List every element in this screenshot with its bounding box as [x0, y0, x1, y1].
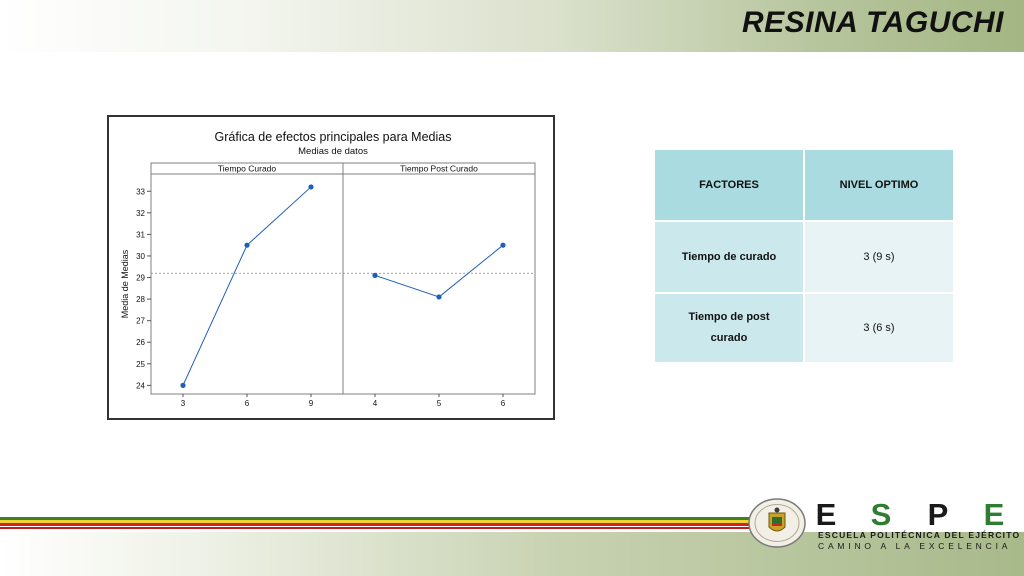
panel-label: Tiempo Curado — [218, 164, 277, 174]
chart-title: Gráfica de efectos principales para Medi… — [215, 130, 452, 144]
espe-letter: P — [928, 498, 949, 528]
x-tick-label: 9 — [309, 399, 314, 408]
table-row: Tiempo de curado 3 (9 s) — [655, 222, 953, 294]
flag-stripe-green — [0, 517, 750, 520]
flag-stripe-red — [0, 523, 750, 526]
footer-bar — [0, 532, 1024, 576]
panel-label: Tiempo Post Curado — [400, 164, 478, 174]
y-tick-label: 33 — [136, 187, 145, 196]
y-tick-label: 26 — [136, 338, 145, 347]
y-tick-label: 27 — [136, 317, 145, 326]
y-tick-label: 32 — [136, 209, 145, 218]
nivel-cell: 3 (9 s) — [805, 222, 953, 294]
x-tick-label: 5 — [437, 399, 442, 408]
flag-stripe-red-2 — [0, 527, 750, 529]
data-point — [308, 184, 314, 190]
nivel-cell: 3 (6 s) — [805, 294, 953, 364]
data-point — [180, 382, 186, 388]
x-tick-label: 6 — [501, 399, 506, 408]
slide-title: RESINA TAGUCHI — [742, 6, 1004, 39]
espe-letter: S — [871, 498, 892, 528]
main-effects-chart: Gráfica de efectos principales para Medi… — [107, 115, 555, 420]
y-tick-label: 29 — [136, 274, 145, 283]
optimal-levels-table: FACTORES NIVEL OPTIMO Tiempo de curado 3… — [653, 150, 955, 364]
y-tick-label: 25 — [136, 360, 145, 369]
factor-line: Tiempo de post — [688, 311, 770, 323]
espe-letter: E — [984, 498, 1005, 528]
espe-tagline-1: ESCUELA POLITÉCNICA DEL EJÉRCITO — [818, 530, 1021, 540]
flag-stripe-yellow — [0, 520, 750, 523]
y-tick-label: 28 — [136, 295, 145, 304]
panel-frame — [150, 173, 344, 395]
factor-cell: Tiempo de curado — [655, 222, 803, 294]
espe-seal-icon — [748, 498, 806, 548]
y-tick-label: 30 — [136, 252, 145, 261]
y-axis-label: Media de Medias — [120, 249, 130, 318]
data-point — [244, 242, 250, 248]
header-factores: FACTORES — [655, 150, 803, 222]
data-point — [372, 272, 378, 278]
table-header-row: FACTORES NIVEL OPTIMO — [655, 150, 953, 222]
x-tick-label: 3 — [181, 399, 186, 408]
data-point — [436, 294, 442, 300]
espe-tagline-2: CAMINO A LA EXCELENCIA — [818, 541, 1012, 551]
x-tick-label: 4 — [373, 399, 378, 408]
header-bar — [0, 0, 1024, 52]
x-tick-label: 6 — [245, 399, 250, 408]
panel-frame — [342, 173, 536, 395]
data-point — [500, 242, 506, 248]
factor-line: curado — [710, 332, 748, 344]
series-line — [374, 244, 504, 298]
chart-subtitle: Medias de datos — [298, 146, 368, 157]
header-nivel-optimo: NIVEL OPTIMO — [805, 150, 953, 222]
y-tick-label: 31 — [136, 230, 145, 239]
y-tick-label: 24 — [136, 381, 145, 390]
factor-cell: Tiempo de post curado — [655, 294, 803, 364]
series-line — [182, 186, 312, 386]
chart-svg: Gráfica de efectos principales para Medi… — [120, 130, 536, 408]
espe-letter: E — [816, 498, 836, 528]
table-row: Tiempo de post curado 3 (6 s) — [655, 294, 953, 364]
